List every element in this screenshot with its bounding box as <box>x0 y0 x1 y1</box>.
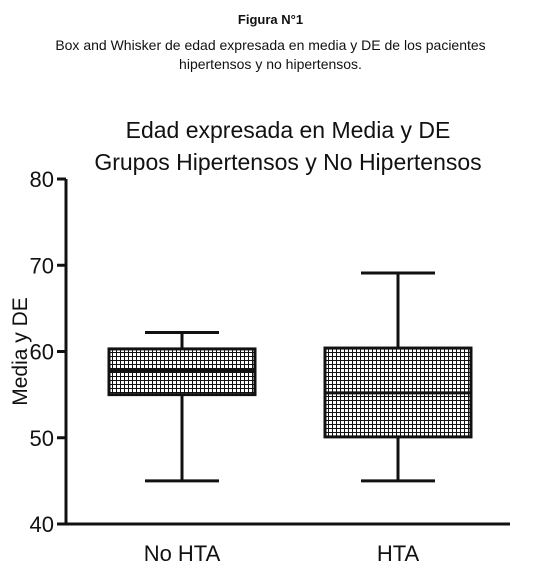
figure-label: Figura N°1 <box>237 12 304 27</box>
chart-title-line-2: Grupos Hipertensos y No Hipertensos <box>94 149 481 175</box>
y-tick-label-70: 70 <box>30 253 54 278</box>
y-axis-label: Media y DE <box>9 297 32 406</box>
y-tick-label-80: 80 <box>30 167 54 192</box>
chart-title-line-1: Edad expresada en Media y DE <box>126 117 451 143</box>
y-tick-label-50: 50 <box>30 426 54 451</box>
y-tick-label-60: 60 <box>30 340 54 365</box>
figure-caption-line-1: Box and Whisker de edad expresada en med… <box>55 37 486 53</box>
x-category-label-hta: HTA <box>377 541 420 566</box>
figure-caption-line-2: hipertensos y no hipertensos. <box>179 56 362 72</box>
x-category-label-no-hta: No HTA <box>144 541 221 566</box>
y-tick-label-40: 40 <box>30 512 54 537</box>
